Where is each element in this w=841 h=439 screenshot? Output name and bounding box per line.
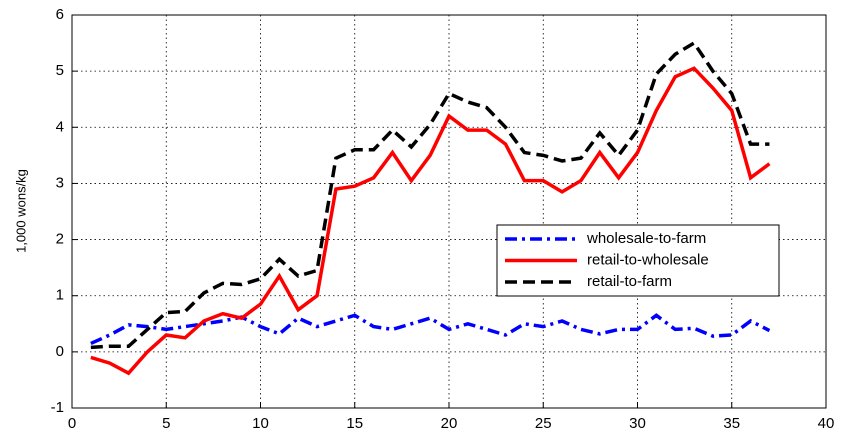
y-tick-label: 3 [56,174,64,191]
y-tick-label: 4 [56,118,64,135]
x-tick-label: 5 [162,415,170,432]
data-line [90,66,771,376]
y-tick-label: 5 [56,62,64,79]
data-line [90,40,770,350]
x-tick-label: 0 [68,415,76,432]
data-line [90,313,771,346]
x-tick-label: 35 [723,415,740,432]
y-tick-label: 6 [56,6,64,23]
legend-label: wholesale-to-farm [586,230,706,247]
x-tick-label: 15 [346,415,363,432]
x-tick-label: 20 [441,415,458,432]
y-axis-label: 1,000 wons/kg [13,169,28,253]
plot-frame [71,14,827,409]
y-tick-label: -1 [51,399,64,416]
x-tick-label: 25 [535,415,552,432]
plot-area [72,15,826,408]
y-tick-label: 0 [56,343,64,360]
x-tick-label: 30 [629,415,646,432]
x-tick-label: 40 [818,415,835,432]
x-tick-label: 10 [252,415,269,432]
legend-label: retail-to-wholesale [587,251,709,268]
legend-label: retail-to-farm [587,273,672,290]
y-tick-label: 1 [56,287,64,304]
y-tick-label: 2 [56,231,64,248]
